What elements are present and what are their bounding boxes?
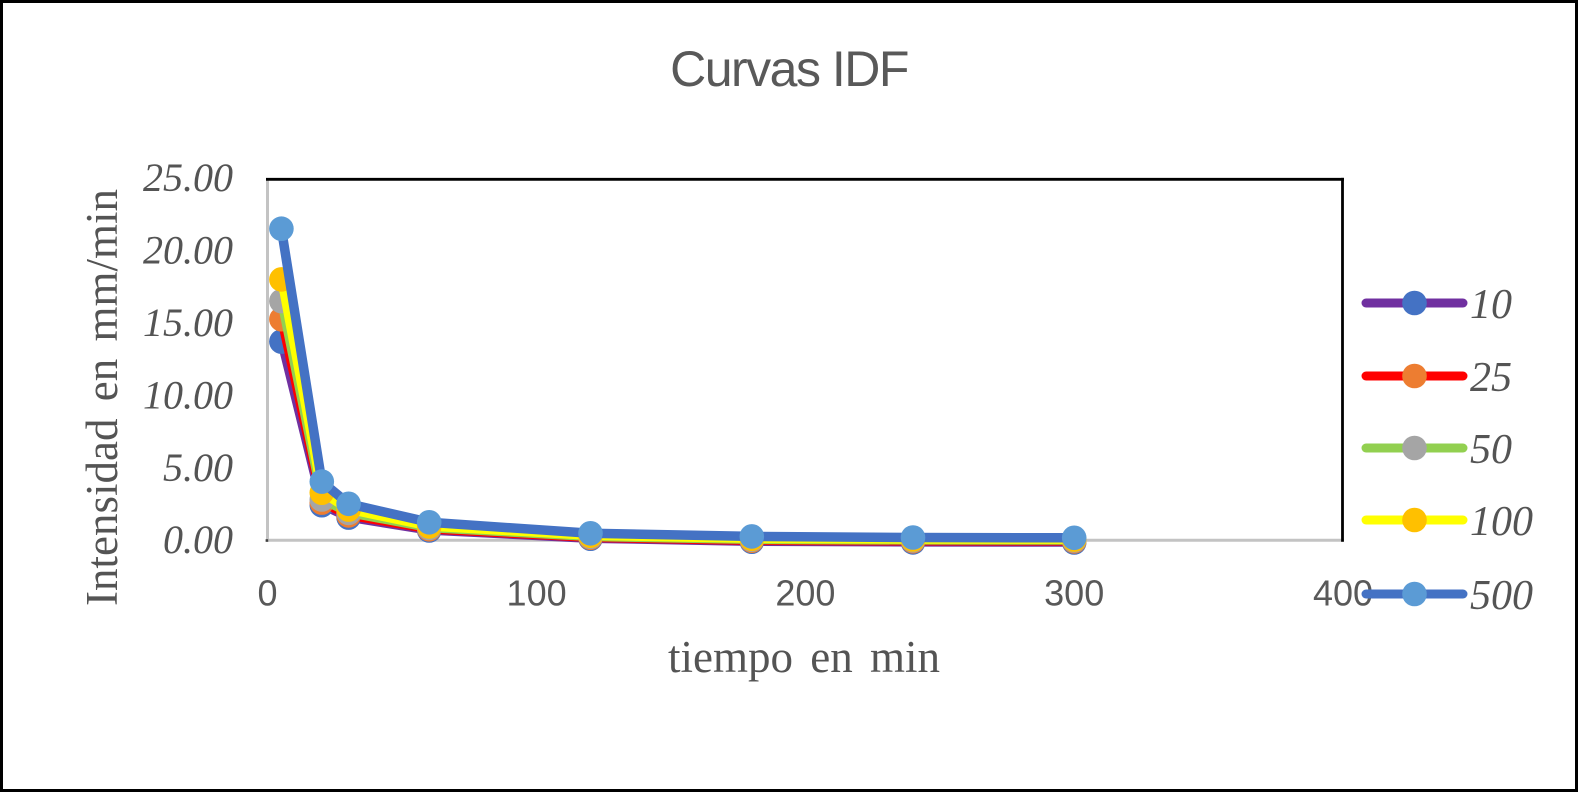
svg-text:100: 100: [507, 573, 567, 614]
svg-text:500: 500: [1470, 573, 1533, 619]
svg-text:15.00: 15.00: [143, 300, 233, 345]
svg-text:300: 300: [1044, 573, 1104, 614]
svg-text:tiempo en min: tiempo en min: [668, 632, 940, 682]
svg-text:Intensidad en mm/min: Intensidad en mm/min: [77, 189, 127, 606]
svg-text:Curvas IDF: Curvas IDF: [670, 41, 908, 97]
svg-text:5.00: 5.00: [163, 445, 233, 490]
svg-text:0.00: 0.00: [163, 517, 233, 562]
svg-text:0: 0: [257, 573, 277, 614]
svg-text:25.00: 25.00: [143, 155, 233, 200]
svg-text:10: 10: [1470, 282, 1512, 328]
svg-text:25: 25: [1470, 355, 1512, 401]
svg-text:20.00: 20.00: [143, 228, 233, 273]
svg-text:10.00: 10.00: [143, 372, 233, 417]
svg-text:100: 100: [1470, 499, 1533, 545]
svg-text:200: 200: [775, 573, 835, 614]
svg-text:50: 50: [1470, 427, 1512, 473]
